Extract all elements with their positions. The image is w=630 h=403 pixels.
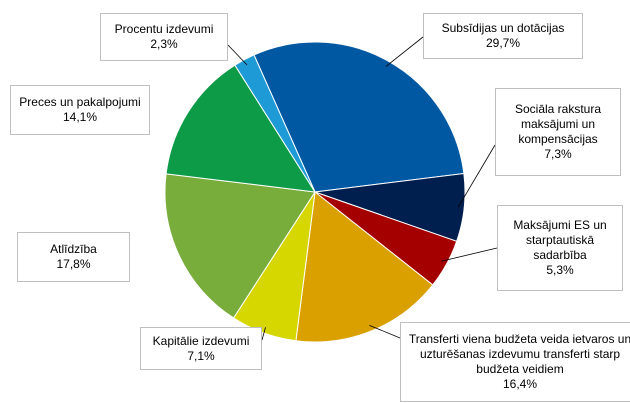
leader-line: [369, 324, 401, 339]
pie-slice: [164, 173, 316, 319]
slice-name: Maksājumi ES un starptautiskā sadarbība: [513, 218, 607, 262]
slice-label: Subsīdijas un dotācijas 29,7%: [423, 13, 583, 59]
slice-value: 17,8%: [56, 257, 91, 271]
slice-value: 7,3%: [544, 147, 572, 161]
slice-value: 5,3%: [546, 263, 574, 277]
slice-name: Atlīdzība: [50, 242, 97, 256]
pie-slice: [165, 64, 316, 193]
pie-slice: [253, 41, 465, 193]
slice-name: Kapitālie izdevumi: [152, 333, 250, 348]
slice-label: Preces un pakalpojumi 14,1%: [10, 85, 150, 135]
pie-slice: [295, 191, 434, 343]
slice-label: Kapitālie izdevumi 7,1%: [140, 327, 262, 370]
slice-label: Atlīdzība 17,8%: [17, 232, 130, 282]
leader-line: [261, 327, 266, 341]
slice-value: 14,1%: [62, 110, 98, 124]
slice-label: Sociāla rakstura maksājumi un kompensāci…: [495, 88, 621, 176]
pie-slice: [234, 54, 316, 193]
slice-value: 29,7%: [485, 36, 521, 50]
slice-label: Procentu izdevumi 2,3%: [100, 13, 228, 61]
slice-value: 7,1%: [187, 348, 215, 363]
leader-line: [441, 247, 498, 262]
leader-line: [457, 144, 496, 208]
slice-name: Subsīdijas un dotācijas: [441, 21, 565, 35]
slice-label: Transferti viena budžeta veida ietvaros …: [400, 322, 630, 402]
leader-line: [227, 44, 248, 66]
slice-label: Maksājumi ES un starptautiskā sadarbība 5…: [497, 205, 623, 291]
slice-value: 2,3%: [150, 37, 178, 51]
leader-line: [385, 36, 424, 67]
slice-value: 16,4%: [502, 377, 538, 391]
slice-name: Preces un pakalpojumi: [19, 95, 141, 109]
slice-name: Procentu izdevumi: [114, 22, 214, 36]
slice-name: Sociāla rakstura maksājumi un kompensāci…: [514, 102, 602, 146]
slice-name: Transferti viena budžeta veida ietvaros …: [408, 332, 630, 376]
